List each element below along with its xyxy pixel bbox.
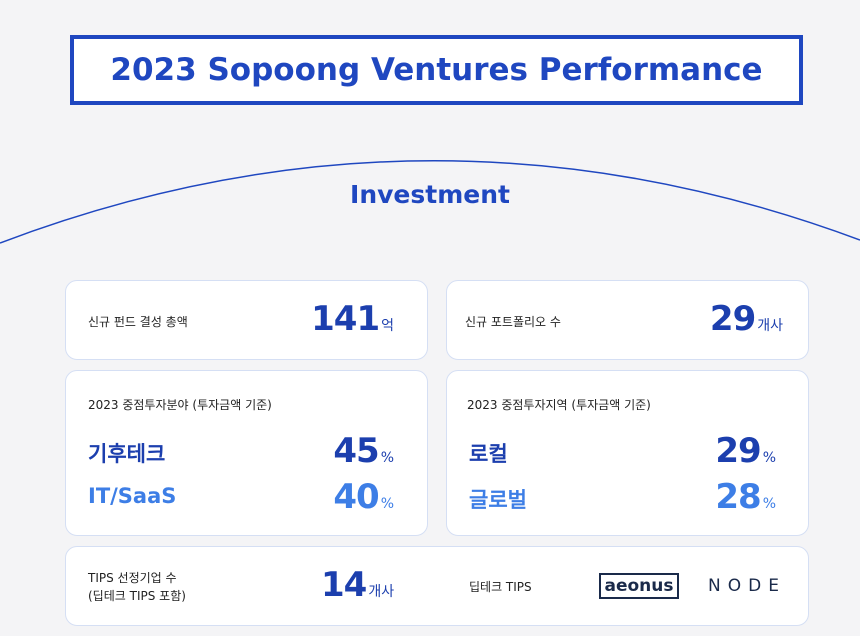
card-label: 신규 포트폴리오 수 [465,315,561,329]
stat-unit: 억 [381,318,394,334]
item-name: 로컬 [469,442,508,466]
stat: 29 % [715,431,776,471]
card: TIPS 선정기업 수 (딥테크 TIPS 포함) 14 개사 딥테크 TIPS… [65,546,809,626]
stat-unit: 개사 [757,318,783,334]
stat-unit: % [380,496,394,512]
stat-value: 28 [715,477,761,517]
stat-value: 29 [709,299,756,339]
card-sublabel: (딥테크 TIPS 포함) [88,589,186,603]
card-label: 신규 펀드 결성 총액 [88,315,188,329]
stat-value: 14 [321,565,367,605]
card-label: 2023 중점투자지역 (투자금액 기준) [467,398,651,412]
stat-value: 40 [333,477,379,517]
logo: NODE [708,576,786,596]
card: 2023 중점투자지역 (투자금액 기준) 로컬 29 % 글로벌 28 % [446,370,809,536]
stat-unit: % [762,496,776,512]
stat: 141 억 [311,299,394,339]
card: 2023 중점투자분야 (투자금액 기준) 기후테크 45 % IT/SaaS … [65,370,428,536]
item-name: IT/SaaS [88,484,177,508]
stat: 28 % [715,477,776,517]
card-label: TIPS 선정기업 수 [88,571,177,585]
title-box: 2023 Sopoong Ventures Performance [70,35,803,105]
stat-value: 45 [333,431,379,471]
stat-unit: % [762,450,776,466]
item-name: 기후테크 [88,442,166,466]
stat: 29 개사 [710,299,783,339]
card: 신규 펀드 결성 총액 141 억 [65,280,428,360]
logo: aeonus [599,573,679,599]
title: 2023 Sopoong Ventures Performance [110,52,763,88]
stat-value: 29 [715,431,761,471]
tips-label: 딥테크 TIPS [469,580,532,594]
item-name: 글로벌 [469,488,527,512]
stat: 45 % [333,431,394,471]
card: 신규 포트폴리오 수 29 개사 [446,280,809,360]
card-label: 2023 중점투자분야 (투자금액 기준) [88,398,272,412]
stat: 40 % [333,477,394,517]
stat-unit: % [380,450,394,466]
stat-unit: 개사 [368,584,395,600]
section-title: Investment [350,180,510,209]
stat: 14 개사 [321,565,394,605]
stat-value: 141 [311,299,380,339]
